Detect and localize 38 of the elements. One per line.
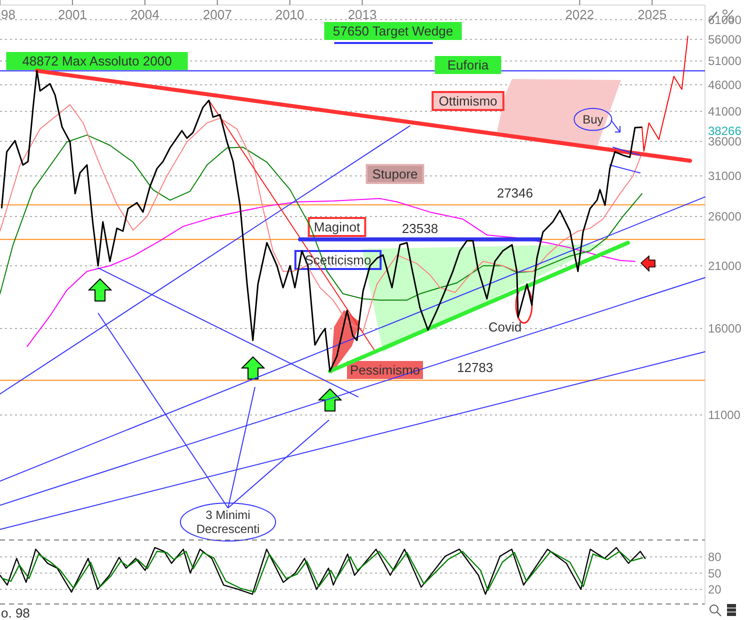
annotation: Pessimismo [350, 362, 420, 378]
x-tick-label: 2025 [638, 7, 667, 22]
annotation: Euforia [447, 58, 490, 73]
x-tick-label: 2013 [348, 7, 377, 22]
annotation: 23538 [402, 220, 438, 236]
y-tick-label: 50 [708, 566, 722, 580]
line-series [26, 198, 636, 348]
annotation: 3 Minimi Decrescenti [196, 508, 260, 536]
x-tick-label: 2022 [565, 7, 594, 22]
annotation: 48872 Max Assoluto 2000 [22, 54, 172, 69]
y-tick-label: 20 [708, 582, 722, 597]
y-tick-label: 41000 [708, 104, 742, 119]
y-tick-label: 16000 [708, 322, 742, 336]
x-tick-label: 2001 [58, 7, 87, 22]
annotation: Buy [582, 112, 604, 127]
y-tick-label: 56000 [708, 32, 742, 47]
line-series [0, 104, 642, 332]
annotation: Maginot [314, 220, 361, 235]
x-tick-label: 98 [1, 7, 16, 22]
annotation: 12783 [456, 360, 494, 375]
x-tick-label: 2010 [275, 7, 304, 22]
y-tick-label: 11000 [708, 408, 741, 422]
annotation: 57650 Target Wedge [332, 24, 454, 39]
annotation: Ottimismo [438, 94, 498, 109]
y-tick-label: 80 [708, 550, 722, 564]
y-tick-label: 46000 [708, 78, 742, 92]
y-tick-label: 31000 [708, 169, 742, 184]
text: o. 98 [1, 606, 30, 620]
annotation: Covid [488, 320, 522, 335]
y-tick-label: 26000 [708, 210, 742, 224]
annotation: 27346 [496, 185, 533, 200]
line-series [641, 36, 688, 152]
y-tick-label: 21000 [708, 258, 742, 273]
x-tick-label: 2007 [202, 7, 232, 22]
line-series [0, 134, 642, 301]
annotation: Stupore [372, 166, 418, 182]
y-tick-label: 51000 [708, 54, 742, 68]
x-tick-label: 2004 [130, 7, 160, 22]
